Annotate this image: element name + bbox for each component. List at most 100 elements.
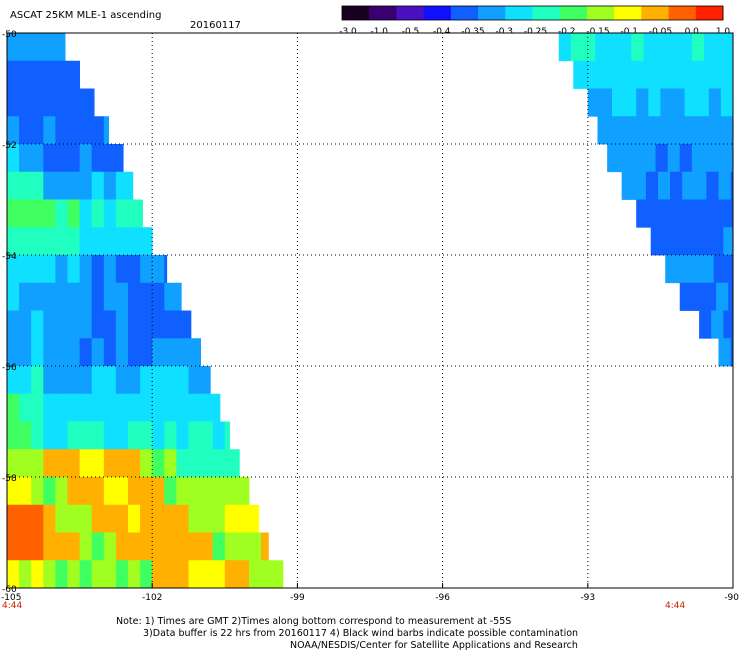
data-cell xyxy=(224,560,238,589)
data-cell xyxy=(128,282,141,311)
data-cell xyxy=(152,504,165,533)
data-cell xyxy=(261,560,274,589)
data-cell xyxy=(67,338,80,367)
data-cell xyxy=(200,560,214,589)
data-cell xyxy=(43,393,56,422)
data-cell xyxy=(55,421,68,450)
colorbar-tick-label: -0.25 xyxy=(524,27,547,37)
data-cell xyxy=(684,199,698,228)
data-cell xyxy=(7,227,20,256)
data-cell xyxy=(718,116,731,145)
x-tick-label: -105 xyxy=(1,593,21,603)
data-cell xyxy=(691,282,705,311)
data-cell xyxy=(31,393,44,422)
data-cell xyxy=(79,449,93,478)
data-cell xyxy=(597,60,610,89)
data-cell xyxy=(164,532,177,561)
data-cell xyxy=(91,310,105,339)
data-cell xyxy=(599,88,613,117)
data-cell xyxy=(619,144,632,173)
data-cell xyxy=(200,449,214,478)
data-cell xyxy=(684,88,698,117)
data-cell xyxy=(188,338,201,367)
data-cell xyxy=(31,33,44,62)
data-cell xyxy=(91,449,105,478)
data-cell xyxy=(103,504,117,533)
data-cell xyxy=(79,560,93,589)
data-cell xyxy=(67,88,80,117)
data-cell xyxy=(716,282,729,311)
data-cell xyxy=(19,60,32,89)
data-cell xyxy=(730,338,734,367)
data-cell xyxy=(43,60,56,89)
data-cell xyxy=(140,338,153,367)
data-cell xyxy=(128,171,134,200)
data-cell xyxy=(645,171,659,200)
data-cell xyxy=(128,310,141,339)
data-cell xyxy=(91,255,105,284)
data-cell xyxy=(43,171,56,200)
data-cell xyxy=(43,199,56,228)
data-cell xyxy=(55,310,68,339)
data-cell xyxy=(128,393,141,422)
data-cell xyxy=(212,449,226,478)
data-cell xyxy=(128,532,141,561)
data-cell xyxy=(7,449,20,478)
data-cell xyxy=(7,421,20,450)
data-cell xyxy=(152,449,165,478)
data-cell xyxy=(79,227,93,256)
data-cell xyxy=(67,144,80,173)
data-cell xyxy=(67,310,80,339)
data-cell xyxy=(79,504,93,533)
data-cell xyxy=(115,393,129,422)
data-cell xyxy=(672,199,685,228)
colorbar-segment xyxy=(505,6,533,20)
colorbar-tick-label: -3.0 xyxy=(339,27,357,37)
data-cell xyxy=(31,310,44,339)
data-cell xyxy=(597,116,610,145)
data-cell xyxy=(188,477,201,506)
data-cell xyxy=(176,282,182,311)
data-cell xyxy=(79,366,93,395)
data-cell xyxy=(176,393,189,422)
data-cell xyxy=(582,33,596,62)
colorbar-tick-label: -1.0 xyxy=(370,27,388,37)
data-cell xyxy=(19,421,32,450)
colorbar-tick-label: -0.1 xyxy=(620,27,638,37)
data-cell xyxy=(43,282,56,311)
data-cell xyxy=(657,60,671,89)
x-tick-label: -102 xyxy=(142,593,162,603)
data-cell xyxy=(152,393,165,422)
data-cell xyxy=(621,60,635,89)
data-cell xyxy=(128,421,141,450)
data-cell xyxy=(91,227,105,256)
data-cell xyxy=(67,171,80,200)
colorbar-segment xyxy=(532,6,561,20)
data-cell xyxy=(7,33,20,62)
data-cell xyxy=(91,393,105,422)
data-cell xyxy=(212,421,226,450)
y-tick-label: -56 xyxy=(2,363,17,373)
data-cell xyxy=(91,144,105,173)
colorbar-segment xyxy=(641,6,670,20)
data-cell xyxy=(140,366,153,395)
data-cell xyxy=(31,116,44,145)
data-cell xyxy=(67,477,80,506)
colorbar-tick-label: 0.0 xyxy=(685,27,700,37)
x-tick-label: -96 xyxy=(435,593,450,603)
x-axis-ticks: -105 -102 -99 -96 -93 -90 xyxy=(1,583,739,603)
data-cell xyxy=(79,255,93,284)
data-cell xyxy=(657,171,671,200)
colorbar-segment xyxy=(369,6,397,20)
data-cell xyxy=(67,532,80,561)
data-cell xyxy=(152,282,165,311)
data-cell xyxy=(55,227,68,256)
data-cell xyxy=(670,60,683,89)
colorbar-segment xyxy=(668,6,697,20)
data-cell xyxy=(200,421,214,450)
data-cell xyxy=(188,393,201,422)
colorbar-segment xyxy=(342,6,370,20)
data-cell xyxy=(43,560,56,589)
colorbar-segment xyxy=(586,6,615,20)
data-cell xyxy=(43,366,56,395)
